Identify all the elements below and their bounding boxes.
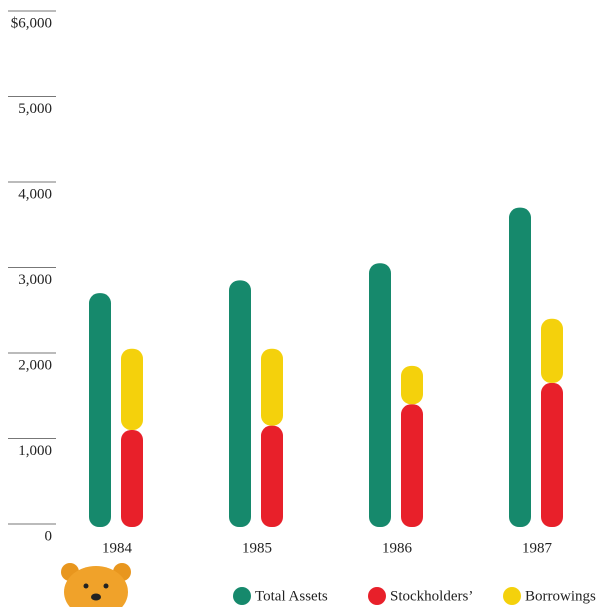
mascot	[61, 563, 131, 607]
y-tick-label: 2,000	[18, 357, 52, 373]
legend-swatch	[503, 587, 521, 605]
bar-segment	[541, 318, 563, 383]
bar-segment	[261, 425, 283, 527]
bar	[509, 207, 531, 527]
bar	[369, 263, 391, 527]
x-tick-label: 1986	[382, 540, 413, 556]
y-tick-label: 5,000	[18, 101, 52, 117]
x-tick-label: 1985	[242, 540, 272, 556]
bar	[89, 293, 111, 527]
legend-label: Borrowings	[525, 588, 596, 604]
bar	[229, 280, 251, 527]
bar-segment	[541, 382, 563, 527]
y-tick-label: 0	[45, 528, 53, 544]
bar-segment	[401, 365, 423, 405]
x-tick-label: 1987	[522, 540, 553, 556]
legend-swatch	[233, 587, 251, 605]
legend-label: Stockholders’	[390, 588, 473, 604]
x-tick-label: 1984	[102, 540, 133, 556]
bar-segment	[401, 404, 423, 527]
legend-label: Total Assets	[255, 588, 328, 604]
bar-segment	[261, 348, 283, 426]
y-tick-label: 3,000	[18, 272, 52, 288]
y-tick-label: 1,000	[18, 443, 52, 459]
y-tick-label: 4,000	[18, 186, 52, 202]
bar-segment	[121, 429, 143, 527]
y-tick-label: $6,000	[11, 15, 52, 31]
legend-swatch	[368, 587, 386, 605]
bar-segment	[121, 348, 143, 430]
